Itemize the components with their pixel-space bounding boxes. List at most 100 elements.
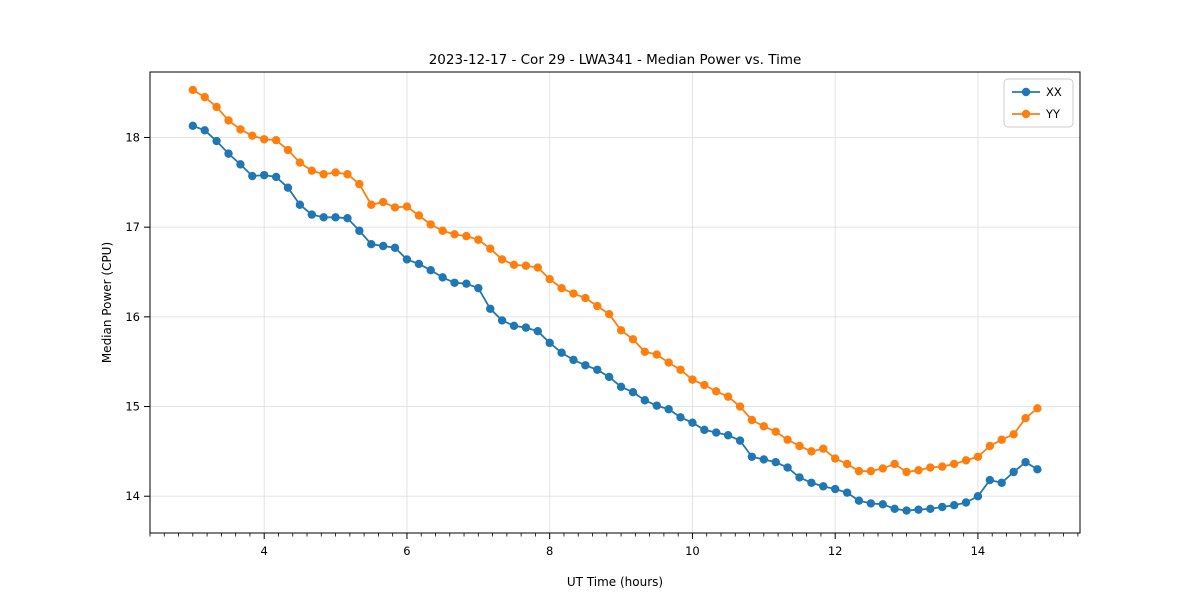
- axis-ticks: 4 6 8 10 12 14 14 15 16 17 18: [125, 130, 1079, 558]
- data-point-xx: [545, 338, 554, 348]
- data-point-xx: [640, 396, 650, 405]
- data-point-yy: [509, 260, 519, 270]
- data-point-yy: [712, 387, 721, 396]
- data-point-xx: [902, 506, 911, 515]
- data-point-yy: [533, 263, 542, 272]
- data-point-yy: [914, 466, 923, 475]
- data-point-xx: [367, 240, 376, 249]
- data-point-yy: [938, 462, 947, 471]
- legend-marker: [1021, 109, 1031, 119]
- data-series: [188, 85, 1042, 515]
- chart-title: 2023-12-17 - Cor 29 - LWA341 - Median Po…: [429, 52, 802, 68]
- data-point-yy: [926, 463, 935, 472]
- data-point-xx: [914, 505, 923, 514]
- data-point-yy: [854, 466, 864, 476]
- x-tick-label: 10: [685, 544, 700, 558]
- data-point-xx: [688, 418, 697, 427]
- data-point-xx: [212, 136, 221, 146]
- data-point-xx: [997, 478, 1006, 487]
- data-point-yy: [735, 402, 745, 411]
- data-point-yy: [949, 459, 959, 469]
- data-point-yy: [866, 466, 876, 476]
- data-point-yy: [700, 380, 709, 390]
- data-point-yy: [640, 347, 650, 357]
- data-point-yy: [616, 326, 626, 335]
- legend-box: [1003, 78, 1074, 128]
- x-tick-label: 8: [546, 544, 553, 558]
- legend-label-xx: XX: [1046, 85, 1062, 99]
- legend: XX YY: [1003, 78, 1074, 128]
- data-point-xx: [248, 171, 257, 181]
- x-tick-label: 6: [403, 544, 410, 558]
- data-point-xx: [866, 499, 876, 508]
- data-point-yy: [961, 456, 971, 465]
- data-point-xx: [533, 327, 542, 336]
- data-point-xx: [307, 210, 317, 219]
- y-axis-label: Median Power (CPU): [100, 242, 114, 363]
- data-point-yy: [604, 309, 614, 319]
- data-point-xx: [259, 170, 269, 180]
- data-point-yy: [593, 301, 602, 311]
- data-point-yy: [1009, 430, 1018, 439]
- y-tick-label: 17: [125, 220, 140, 234]
- data-point-yy: [569, 289, 578, 298]
- data-point-yy: [902, 467, 911, 477]
- data-point-xx: [807, 478, 816, 487]
- data-point-yy: [259, 135, 269, 144]
- data-point-xx: [414, 259, 424, 269]
- y-tick-label: 14: [125, 489, 140, 503]
- data-point-yy: [283, 145, 293, 155]
- data-point-yy: [771, 427, 780, 436]
- data-point-yy: [807, 447, 816, 456]
- data-point-xx: [652, 401, 661, 410]
- data-point-xx: [474, 283, 483, 293]
- data-point-xx: [973, 492, 983, 501]
- data-point-xx: [283, 183, 293, 192]
- data-point-xx: [557, 348, 566, 357]
- data-point-yy: [426, 220, 435, 229]
- data-point-yy: [830, 454, 840, 463]
- data-point-yy: [200, 92, 209, 102]
- data-point-xx: [295, 200, 305, 209]
- data-point-yy: [319, 170, 328, 179]
- data-point-yy: [628, 335, 638, 344]
- x-tick-label: 14: [971, 544, 986, 558]
- data-point-xx: [593, 365, 602, 374]
- data-point-xx: [735, 436, 745, 445]
- data-point-yy: [783, 435, 792, 444]
- data-point-xx: [200, 126, 209, 135]
- data-point-xx: [747, 452, 757, 461]
- data-point-yy: [390, 203, 400, 212]
- data-point-xx: [509, 321, 519, 331]
- data-point-xx: [723, 431, 733, 440]
- data-point-xx: [712, 428, 721, 437]
- data-point-xx: [926, 504, 935, 513]
- data-point-xx: [426, 266, 435, 275]
- data-point-yy: [367, 200, 376, 209]
- plot-area-border: [149, 71, 1081, 534]
- series-line-xx: [192, 124, 1038, 512]
- data-point-yy: [795, 441, 804, 451]
- data-point-yy: [378, 197, 388, 207]
- data-point-yy: [355, 179, 364, 189]
- y-tick-label: 16: [125, 310, 140, 324]
- data-point-xx: [378, 241, 388, 251]
- x-axis-label: UT Time (hours): [567, 575, 663, 589]
- data-point-xx: [355, 226, 364, 235]
- data-point-yy: [188, 85, 198, 95]
- data-point-xx: [188, 121, 198, 131]
- data-point-xx: [842, 488, 852, 497]
- data-point-yy: [450, 230, 459, 239]
- data-point-xx: [236, 160, 245, 169]
- data-point-xx: [319, 213, 328, 222]
- data-point-yy: [759, 422, 769, 431]
- data-point-yy: [878, 464, 887, 473]
- data-point-yy: [842, 459, 852, 469]
- data-point-xx: [949, 500, 959, 510]
- data-point-xx: [1009, 467, 1018, 477]
- data-point-xx: [854, 496, 864, 505]
- x-tick-label: 12: [828, 544, 843, 558]
- data-point-xx: [569, 355, 578, 365]
